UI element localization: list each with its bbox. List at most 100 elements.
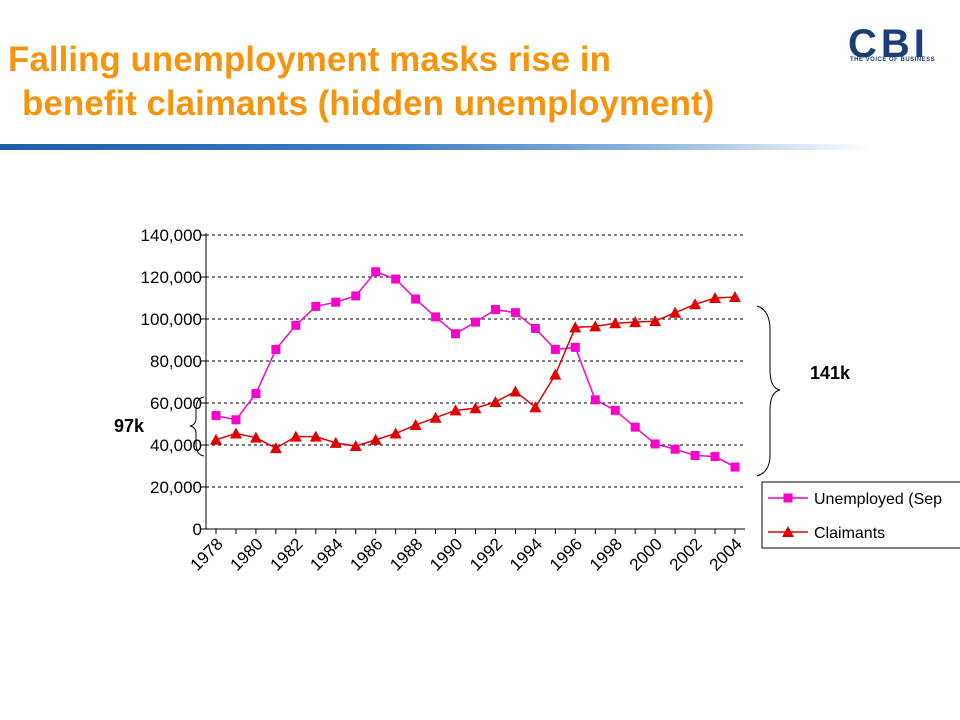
x-tick-label: 1982 <box>266 534 306 574</box>
annotation-141k: 141k <box>810 363 851 383</box>
chart-legend: Unemployed (Sep Claimants <box>761 481 960 549</box>
data-point <box>709 292 722 303</box>
data-point <box>229 427 242 439</box>
y-tick-label: 140,000 <box>141 226 202 245</box>
data-point <box>590 395 600 405</box>
right-brace <box>756 305 781 477</box>
series-1 <box>210 290 741 454</box>
data-point <box>411 294 421 304</box>
data-point <box>211 411 221 421</box>
data-point <box>429 411 442 423</box>
data-point <box>389 427 402 439</box>
data-point <box>291 320 301 330</box>
x-tick-label: 1978 <box>187 534 227 574</box>
chart-gridlines <box>206 234 745 488</box>
data-point <box>510 308 520 318</box>
annotation-97k: 97k <box>114 416 145 436</box>
data-point <box>431 312 441 322</box>
data-point <box>351 291 361 301</box>
data-point <box>210 433 222 445</box>
data-point <box>549 368 562 380</box>
data-point <box>271 344 281 354</box>
x-tick-label: 2000 <box>626 534 666 574</box>
legend-box <box>761 481 960 549</box>
x-tick-label: 2004 <box>706 534 746 574</box>
data-point <box>371 267 381 277</box>
data-point <box>629 316 642 328</box>
y-tick-label: 20,000 <box>150 478 202 497</box>
x-tick-label: 1998 <box>586 534 626 574</box>
y-tick-label: 120,000 <box>141 268 202 287</box>
x-tick-label: 1986 <box>346 534 386 574</box>
data-point <box>489 395 502 407</box>
data-point <box>409 419 422 431</box>
data-point <box>710 452 720 462</box>
data-point <box>649 315 662 327</box>
data-point <box>269 442 282 454</box>
data-point <box>730 462 740 472</box>
x-tick-label: 1996 <box>546 534 586 574</box>
y-tick-labels: 0 20,000 40,000 60,000 80,000 100,000 120,000 1… <box>141 226 202 539</box>
legend-marker <box>783 493 793 503</box>
left-brace <box>189 396 205 457</box>
y-tick-label: 80,000 <box>150 352 202 371</box>
data-point <box>630 422 640 432</box>
y-tick-label: 60,000 <box>150 394 202 413</box>
logo-mark: CBI <box>848 22 929 66</box>
legend-marker <box>782 526 794 537</box>
data-point <box>689 298 702 310</box>
data-point <box>249 431 262 443</box>
data-point <box>369 433 382 445</box>
series-0 <box>211 267 740 472</box>
x-tick-label: 1984 <box>306 534 346 574</box>
cbi-logo: CBI THE VOICE OF BUSINESS <box>848 24 948 68</box>
title-divider <box>0 144 870 150</box>
data-point <box>251 389 261 399</box>
data-point <box>609 317 622 329</box>
data-point <box>589 320 602 332</box>
data-point <box>451 329 461 339</box>
chart-series <box>210 267 741 472</box>
data-point <box>610 405 620 415</box>
data-point <box>650 439 660 449</box>
data-point <box>570 342 580 352</box>
data-point <box>729 290 741 302</box>
data-point <box>690 451 700 460</box>
data-point <box>231 415 241 425</box>
data-point <box>349 440 362 452</box>
data-point <box>670 444 680 454</box>
y-tick-label: 100,000 <box>141 310 202 329</box>
data-point <box>329 436 342 448</box>
data-point <box>469 402 482 414</box>
data-point <box>391 274 401 284</box>
data-point <box>331 297 341 307</box>
title-line-1: Falling unemployment masks rise in <box>8 40 611 79</box>
x-tick-label: 1994 <box>506 534 546 574</box>
data-point <box>669 306 682 318</box>
legend-label: Unemployed (Sep <box>814 491 942 508</box>
x-tick-labels: 1978 1980 1982 1984 1986 1988 1990 1992 1994 1996… <box>187 534 746 574</box>
chart-axes <box>201 233 745 534</box>
data-point <box>471 317 480 327</box>
data-point <box>569 321 582 333</box>
y-tick-label: 40,000 <box>150 436 202 455</box>
logo-tagline: THE VOICE OF BUSINESS <box>850 57 936 63</box>
data-point <box>309 430 322 442</box>
data-point <box>529 401 542 413</box>
data-point <box>509 385 522 397</box>
title-line-2: benefit claimants (hidden unemployment) <box>22 84 715 123</box>
legend-label: Claimants <box>814 525 885 542</box>
x-tick-label: 1980 <box>227 534 267 574</box>
data-point <box>550 344 560 354</box>
data-point <box>530 323 540 333</box>
data-point <box>289 430 302 442</box>
data-point <box>449 404 462 416</box>
annotation-braces <box>189 305 781 477</box>
data-point <box>490 305 500 315</box>
x-tick-label: 1988 <box>386 534 426 574</box>
x-tick-label: 1992 <box>466 534 506 574</box>
slide-title: Falling unemployment masks rise in benef… <box>8 38 848 126</box>
y-tick-label: 0 <box>193 520 202 539</box>
data-point <box>311 301 321 311</box>
